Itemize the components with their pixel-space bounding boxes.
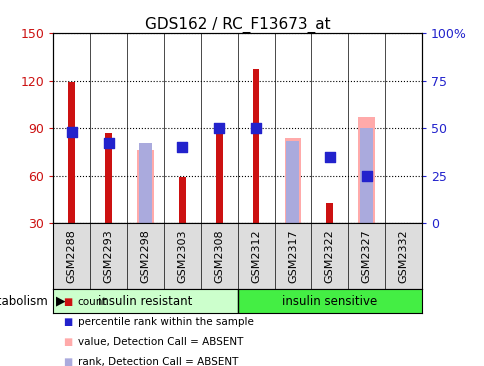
Title: GDS162 / RC_F13673_at: GDS162 / RC_F13673_at bbox=[145, 17, 330, 33]
Text: GSM2308: GSM2308 bbox=[214, 229, 224, 283]
Text: ▶: ▶ bbox=[56, 295, 65, 307]
Text: GSM2298: GSM2298 bbox=[140, 229, 150, 283]
Text: GSM2293: GSM2293 bbox=[104, 229, 113, 283]
Bar bbox=[237, 289, 421, 313]
Bar bbox=[326, 203, 333, 223]
Text: GSM2317: GSM2317 bbox=[287, 229, 297, 283]
Text: GSM2332: GSM2332 bbox=[398, 229, 408, 283]
Bar bbox=[53, 289, 237, 313]
Point bbox=[215, 125, 223, 131]
Point bbox=[325, 154, 333, 160]
Text: ■: ■ bbox=[63, 337, 72, 347]
Bar bbox=[105, 133, 112, 223]
Text: GSM2327: GSM2327 bbox=[361, 229, 371, 283]
Bar bbox=[284, 138, 301, 223]
Text: GSM2303: GSM2303 bbox=[177, 229, 187, 283]
Text: GSM2312: GSM2312 bbox=[251, 229, 260, 283]
Text: rank, Detection Call = ABSENT: rank, Detection Call = ABSENT bbox=[77, 357, 238, 366]
Text: insulin sensitive: insulin sensitive bbox=[282, 295, 377, 307]
Bar bbox=[68, 82, 75, 223]
Point bbox=[252, 125, 259, 131]
Point bbox=[68, 129, 76, 135]
Text: value, Detection Call = ABSENT: value, Detection Call = ABSENT bbox=[77, 337, 242, 347]
Point bbox=[362, 173, 370, 179]
Text: insulin resistant: insulin resistant bbox=[98, 295, 192, 307]
Bar bbox=[215, 123, 222, 223]
Bar bbox=[179, 177, 185, 223]
Bar bbox=[286, 141, 299, 223]
Text: GSM2322: GSM2322 bbox=[324, 229, 334, 283]
Text: ■: ■ bbox=[63, 297, 72, 307]
Text: ■: ■ bbox=[63, 317, 72, 327]
Point bbox=[105, 141, 112, 146]
Point bbox=[178, 144, 186, 150]
Bar bbox=[358, 117, 374, 223]
Text: percentile rank within the sample: percentile rank within the sample bbox=[77, 317, 253, 327]
Text: ■: ■ bbox=[63, 357, 72, 366]
Bar bbox=[137, 150, 153, 223]
Bar bbox=[139, 143, 151, 223]
Text: GSM2288: GSM2288 bbox=[67, 229, 76, 283]
Bar bbox=[360, 128, 372, 223]
Text: count: count bbox=[77, 297, 107, 307]
Text: metabolism: metabolism bbox=[0, 295, 48, 307]
Bar bbox=[252, 70, 259, 223]
